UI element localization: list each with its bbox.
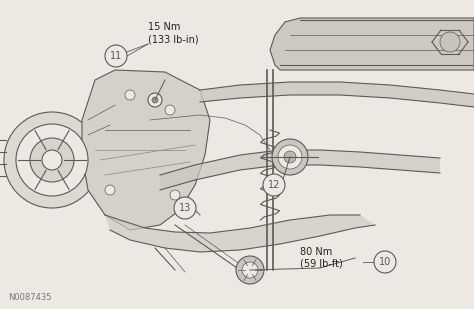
Polygon shape bbox=[270, 18, 474, 70]
Circle shape bbox=[263, 174, 285, 196]
Circle shape bbox=[148, 93, 162, 107]
Circle shape bbox=[42, 150, 62, 170]
Polygon shape bbox=[160, 150, 440, 190]
Circle shape bbox=[284, 151, 296, 163]
Circle shape bbox=[174, 197, 196, 219]
Polygon shape bbox=[200, 82, 474, 107]
Circle shape bbox=[152, 97, 158, 103]
Polygon shape bbox=[105, 215, 375, 252]
Circle shape bbox=[105, 45, 127, 67]
Circle shape bbox=[16, 124, 88, 196]
Circle shape bbox=[272, 139, 308, 175]
Circle shape bbox=[4, 112, 100, 208]
Text: 11: 11 bbox=[110, 51, 122, 61]
Circle shape bbox=[105, 185, 115, 195]
Circle shape bbox=[440, 32, 460, 52]
Polygon shape bbox=[82, 70, 210, 230]
Text: 13: 13 bbox=[179, 203, 191, 213]
Text: 15 Nm: 15 Nm bbox=[148, 22, 181, 32]
Circle shape bbox=[30, 138, 74, 182]
Text: N0087435: N0087435 bbox=[8, 293, 52, 302]
Circle shape bbox=[125, 90, 135, 100]
FancyBboxPatch shape bbox=[3, 3, 471, 292]
Circle shape bbox=[278, 145, 302, 169]
Circle shape bbox=[374, 251, 396, 273]
Text: 80 Nm: 80 Nm bbox=[300, 247, 332, 257]
Text: (59 lb-ft): (59 lb-ft) bbox=[300, 259, 343, 269]
Text: (133 lb-in): (133 lb-in) bbox=[148, 34, 199, 44]
Text: 10: 10 bbox=[379, 257, 391, 267]
Circle shape bbox=[236, 256, 264, 284]
Text: 12: 12 bbox=[268, 180, 280, 190]
Circle shape bbox=[242, 262, 258, 278]
Circle shape bbox=[165, 105, 175, 115]
Circle shape bbox=[170, 190, 180, 200]
